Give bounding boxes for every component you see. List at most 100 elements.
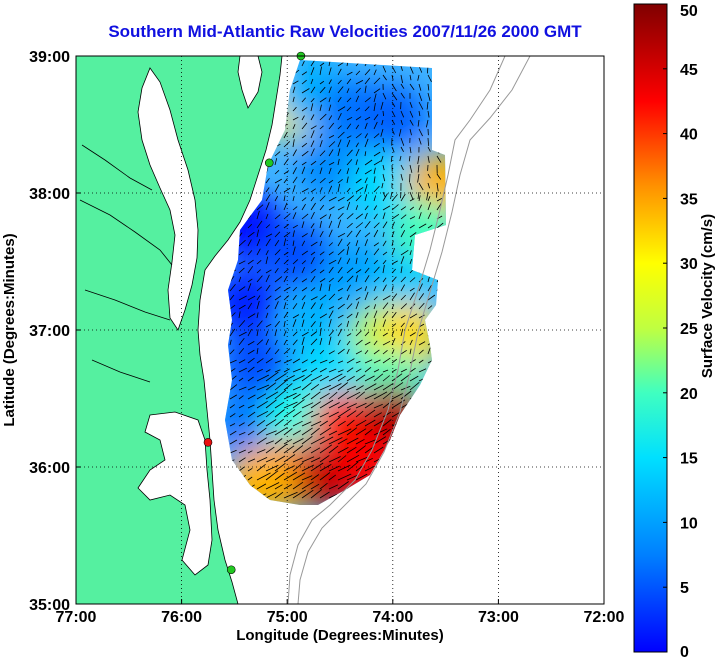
velocity-vector xyxy=(247,357,255,364)
velocity-vector xyxy=(283,401,298,409)
velocity-vector xyxy=(310,148,315,157)
velocity-vector xyxy=(265,470,279,481)
velocity-vector xyxy=(373,103,376,112)
velocity-vector xyxy=(355,296,361,301)
velocity-vector xyxy=(301,402,314,409)
velocity-vector xyxy=(265,391,279,400)
colorbar-tick-label: 25 xyxy=(680,321,698,338)
velocity-vector xyxy=(409,239,413,247)
velocity-vector xyxy=(391,92,398,101)
velocity-vector xyxy=(256,400,268,409)
colorbar-tick-label: 45 xyxy=(680,62,698,79)
velocity-vector xyxy=(382,390,394,400)
velocity-vector xyxy=(373,359,381,364)
velocity-vector xyxy=(238,295,247,301)
velocity-vector xyxy=(418,359,424,364)
station-marker xyxy=(226,565,236,575)
velocity-vector xyxy=(355,339,363,346)
velocity-vector xyxy=(292,399,305,409)
velocity-vector xyxy=(373,176,376,184)
velocity-vector xyxy=(346,106,352,112)
velocity-vector xyxy=(247,302,253,310)
velocity-vector xyxy=(373,330,376,337)
velocity-vector xyxy=(373,88,381,94)
velocity-vector xyxy=(247,420,256,427)
velocity-vector xyxy=(274,426,288,436)
velocity-vector xyxy=(319,368,327,373)
velocity-vector xyxy=(409,191,414,200)
velocity-vector xyxy=(364,331,370,337)
velocity-vector xyxy=(409,164,413,173)
velocity-vector xyxy=(373,213,378,220)
velocity-vector xyxy=(337,276,343,283)
velocity-vector xyxy=(409,74,412,81)
velocity-vector xyxy=(256,229,259,238)
velocity-vector xyxy=(337,390,349,400)
velocity-vector xyxy=(301,369,307,373)
x-tick-label: 77:00 xyxy=(56,609,97,626)
velocity-vector xyxy=(274,443,288,454)
velocity-vector xyxy=(319,359,328,364)
velocity-vector xyxy=(301,287,308,292)
velocity-vector xyxy=(328,383,342,391)
velocity-vector xyxy=(436,198,442,202)
velocity-vector xyxy=(346,139,351,148)
velocity-vector xyxy=(409,198,415,202)
velocity-vector xyxy=(373,296,378,301)
velocity-vector xyxy=(310,257,315,265)
velocity-vector xyxy=(355,257,358,265)
velocity-vector xyxy=(274,418,284,427)
velocity-vector xyxy=(247,450,253,454)
velocity-vector xyxy=(391,194,398,202)
velocity-vector xyxy=(355,330,362,337)
velocity-vector xyxy=(319,150,326,157)
velocity-vector xyxy=(427,196,431,202)
velocity-vector xyxy=(301,150,309,157)
velocity-vector xyxy=(346,427,358,436)
velocity-vector xyxy=(301,421,312,427)
velocity-vector xyxy=(409,359,416,364)
velocity-vector xyxy=(346,267,354,274)
velocity-vector xyxy=(310,401,321,409)
velocity-vector xyxy=(256,483,267,490)
station-marker xyxy=(264,158,274,168)
velocity-vector xyxy=(373,304,377,310)
velocity-vector xyxy=(247,458,256,463)
velocity-vector xyxy=(373,248,380,256)
velocity-vector xyxy=(400,266,403,274)
velocity-vector xyxy=(391,338,396,346)
velocity-vector xyxy=(355,87,361,94)
velocity-vector xyxy=(301,107,308,112)
velocity-vector xyxy=(310,313,315,319)
velocity-vector xyxy=(265,457,275,463)
velocity-vector xyxy=(310,391,321,400)
velocity-vector xyxy=(310,169,314,175)
velocity-vector xyxy=(337,360,344,364)
velocity-vector xyxy=(337,348,345,355)
velocity-vector xyxy=(364,359,373,364)
velocity-vector xyxy=(328,67,332,76)
velocity-vector xyxy=(292,286,298,292)
velocity-vector xyxy=(409,292,415,301)
velocity-vector xyxy=(310,98,315,103)
velocity-vector xyxy=(274,195,279,202)
velocity-vector xyxy=(337,438,348,445)
velocity-vector xyxy=(337,382,349,391)
velocity-vector xyxy=(328,220,333,229)
velocity-vector xyxy=(328,185,333,193)
velocity-vector xyxy=(373,428,388,436)
velocity-vector xyxy=(355,70,361,76)
velocity-vector xyxy=(256,427,267,436)
velocity-vector xyxy=(238,367,247,373)
velocity-vector xyxy=(337,113,342,121)
velocity-vector xyxy=(364,366,372,373)
velocity-vector xyxy=(328,430,338,436)
velocity-vector xyxy=(328,259,337,265)
velocity-vector xyxy=(380,101,384,110)
velocity-vector xyxy=(274,313,278,319)
velocity-vector xyxy=(229,339,232,346)
velocity-vector xyxy=(400,119,403,126)
x-tick-label: 73:00 xyxy=(478,609,519,626)
velocity-vector xyxy=(364,375,375,382)
velocity-vector xyxy=(319,177,326,184)
